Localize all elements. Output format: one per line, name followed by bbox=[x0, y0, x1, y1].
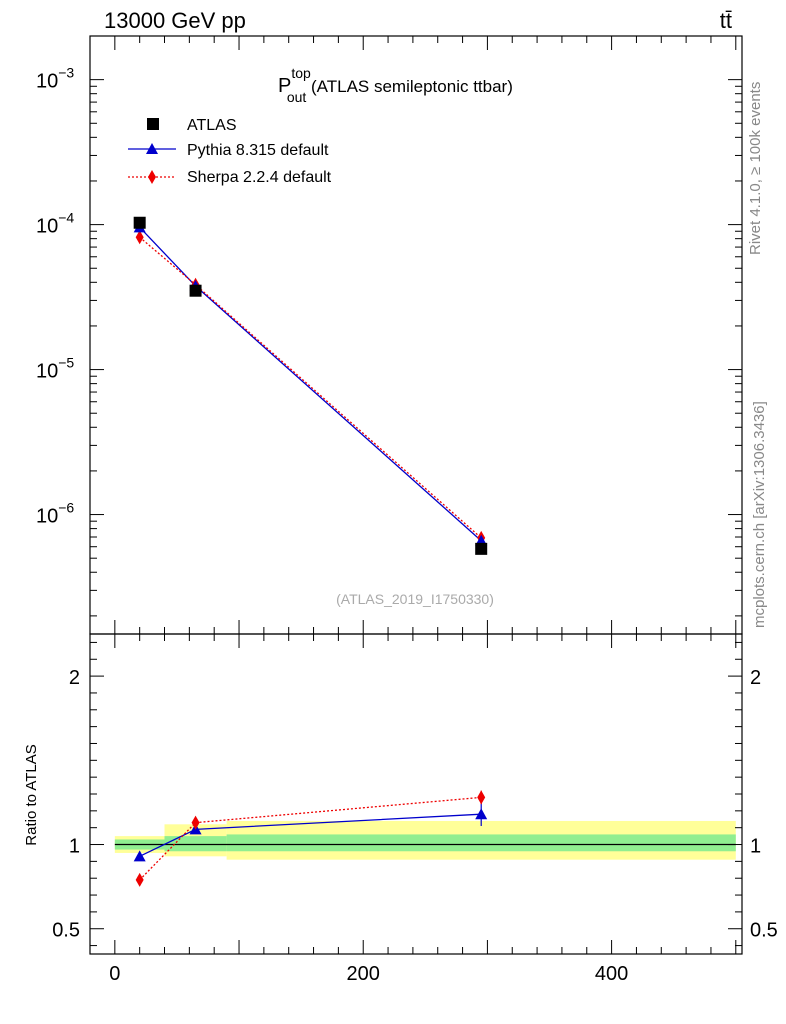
ratio-y-tick-label-left: 2 bbox=[69, 667, 80, 689]
legend-sherpa-marker bbox=[148, 170, 156, 184]
x-tick-label: 200 bbox=[347, 963, 380, 985]
main-axes: 10−3 10−4 10−5 10−6 bbox=[36, 35, 742, 634]
legend-sherpa-label: Sherpa 2.2.4 default bbox=[187, 169, 332, 186]
main-y-tick-label: 10−4 bbox=[36, 210, 74, 238]
ratio-point-sherpa bbox=[191, 815, 200, 830]
main-point-atlas bbox=[475, 542, 488, 555]
ratio-y-tick-label-right: 1 bbox=[750, 836, 761, 858]
main-point-sherpa bbox=[135, 230, 144, 245]
main-y-tick-label: 10−5 bbox=[36, 355, 74, 383]
ratio-band-inner bbox=[164, 836, 227, 852]
x-tick-label: 400 bbox=[595, 963, 628, 985]
ratio-point-sherpa bbox=[477, 790, 486, 805]
ratio-bands bbox=[114, 820, 736, 860]
ratio-y-tick-label-left: 0.5 bbox=[52, 920, 80, 942]
main-point-atlas bbox=[133, 216, 146, 229]
main-y-tick-label: 10−6 bbox=[36, 500, 74, 528]
ratio-plot-frame bbox=[89, 633, 743, 955]
ratio-ylabel: Ratio to ATLAS bbox=[23, 744, 40, 845]
header-right: tt̄ bbox=[720, 8, 732, 33]
ratio-point-pythia bbox=[133, 850, 146, 862]
ratio-y-tick-label-left: 1 bbox=[69, 836, 80, 858]
legend: ATLAS Pythia 8.315 default Sherpa 2.2.4 … bbox=[128, 117, 332, 186]
plot-title: Ptop out (ATLAS semileptonic ttbar) bbox=[278, 65, 513, 105]
analysis-id: (ATLAS_2019_I1750330) bbox=[336, 591, 494, 607]
legend-pythia-marker bbox=[146, 143, 158, 154]
main-series bbox=[133, 216, 488, 555]
main-point-atlas bbox=[189, 284, 202, 297]
main-line-1 bbox=[139, 226, 482, 542]
ratio-point-sherpa bbox=[135, 872, 144, 887]
side-label-bottom: mcplots.cern.ch [arXiv:1306.3436] bbox=[751, 401, 768, 628]
ratio-y-tick-label-right: 0.5 bbox=[750, 920, 778, 942]
header-left: 13000 GeV pp bbox=[104, 8, 246, 33]
legend-pythia-label: Pythia 8.315 default bbox=[187, 142, 329, 159]
ratio-axes: 0.5 0.5 1 1 2 2 0 200 400 bbox=[52, 634, 778, 985]
side-label-top: Rivet 4.1.0, ≥ 100k events bbox=[747, 82, 764, 255]
ratio-series bbox=[133, 790, 488, 887]
x-tick-label: 0 bbox=[109, 963, 120, 985]
ratio-point-pythia bbox=[475, 808, 488, 820]
ratio-y-tick-label-right: 2 bbox=[750, 667, 761, 689]
legend-atlas-marker bbox=[147, 118, 159, 130]
ratio-band-inner bbox=[226, 834, 736, 852]
legend-atlas-label: ATLAS bbox=[187, 117, 237, 134]
main-y-tick-label: 10−3 bbox=[36, 65, 74, 93]
